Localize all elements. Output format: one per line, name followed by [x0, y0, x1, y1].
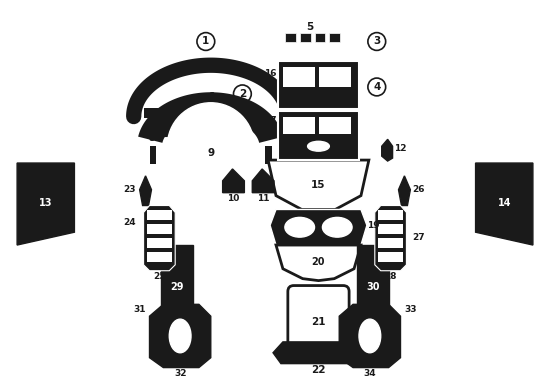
Text: 7: 7	[134, 109, 141, 118]
Bar	[320, 67, 351, 87]
Bar	[285, 33, 296, 42]
Polygon shape	[273, 342, 364, 364]
Text: 15: 15	[311, 180, 326, 190]
Bar	[378, 238, 404, 248]
Bar	[378, 211, 404, 220]
Bar	[161, 245, 193, 336]
Polygon shape	[399, 176, 410, 206]
Text: 11: 11	[257, 194, 270, 203]
Bar	[146, 252, 172, 262]
Ellipse shape	[285, 217, 315, 237]
Text: 26: 26	[412, 185, 425, 194]
Bar	[283, 116, 315, 135]
Text: 30: 30	[366, 282, 379, 291]
Polygon shape	[339, 304, 400, 367]
Ellipse shape	[307, 141, 329, 151]
Bar	[283, 67, 315, 87]
Bar	[146, 211, 172, 220]
Text: 27: 27	[412, 232, 425, 242]
Text: 2: 2	[239, 89, 246, 99]
Text: 10: 10	[227, 194, 240, 203]
Ellipse shape	[169, 319, 191, 353]
Text: 29: 29	[170, 282, 184, 291]
Bar	[144, 108, 163, 118]
Text: 25: 25	[153, 272, 166, 281]
Polygon shape	[476, 163, 533, 245]
Text: 5: 5	[306, 22, 313, 32]
Bar	[329, 33, 340, 42]
Text: 9: 9	[207, 148, 214, 158]
Ellipse shape	[322, 217, 352, 237]
Text: 14: 14	[498, 198, 511, 208]
Text: 12: 12	[394, 144, 407, 153]
Bar	[315, 33, 326, 42]
Polygon shape	[150, 304, 211, 367]
Polygon shape	[252, 169, 274, 193]
Polygon shape	[270, 209, 367, 245]
Ellipse shape	[359, 319, 381, 353]
Text: 3: 3	[373, 37, 381, 46]
Bar	[378, 252, 404, 262]
Bar	[150, 146, 272, 164]
Polygon shape	[382, 139, 393, 161]
Text: 8: 8	[148, 134, 155, 143]
Text: 13: 13	[39, 198, 52, 208]
Text: 1: 1	[202, 37, 210, 46]
Polygon shape	[17, 163, 74, 245]
Wedge shape	[160, 125, 170, 136]
Polygon shape	[144, 206, 175, 271]
Text: 21: 21	[311, 317, 326, 327]
Bar	[278, 61, 359, 109]
Text: 6: 6	[207, 92, 214, 102]
Polygon shape	[276, 245, 361, 280]
Text: 16: 16	[264, 69, 276, 77]
Polygon shape	[140, 176, 151, 206]
Text: 31: 31	[134, 305, 146, 314]
Polygon shape	[268, 160, 369, 209]
Bar	[278, 111, 359, 160]
Text: 22: 22	[311, 364, 326, 375]
Text: 28: 28	[384, 272, 397, 281]
Text: 23: 23	[124, 185, 136, 194]
Circle shape	[167, 103, 254, 190]
Text: 33: 33	[404, 305, 416, 314]
Bar	[320, 116, 351, 135]
Text: 19: 19	[367, 221, 380, 230]
Text: 24: 24	[123, 218, 136, 227]
Text: 32: 32	[174, 369, 186, 378]
Bar	[156, 143, 265, 183]
Bar	[146, 238, 172, 248]
FancyBboxPatch shape	[288, 285, 349, 359]
Bar	[378, 224, 404, 234]
Text: 20: 20	[312, 257, 325, 267]
Bar	[146, 224, 172, 234]
Text: 18: 18	[256, 186, 268, 195]
Bar	[300, 33, 311, 42]
Polygon shape	[223, 169, 244, 193]
Bar	[357, 245, 389, 336]
Text: 4: 4	[373, 82, 381, 92]
Polygon shape	[375, 206, 406, 271]
Text: 34: 34	[364, 369, 376, 378]
Text: 17: 17	[264, 116, 276, 125]
